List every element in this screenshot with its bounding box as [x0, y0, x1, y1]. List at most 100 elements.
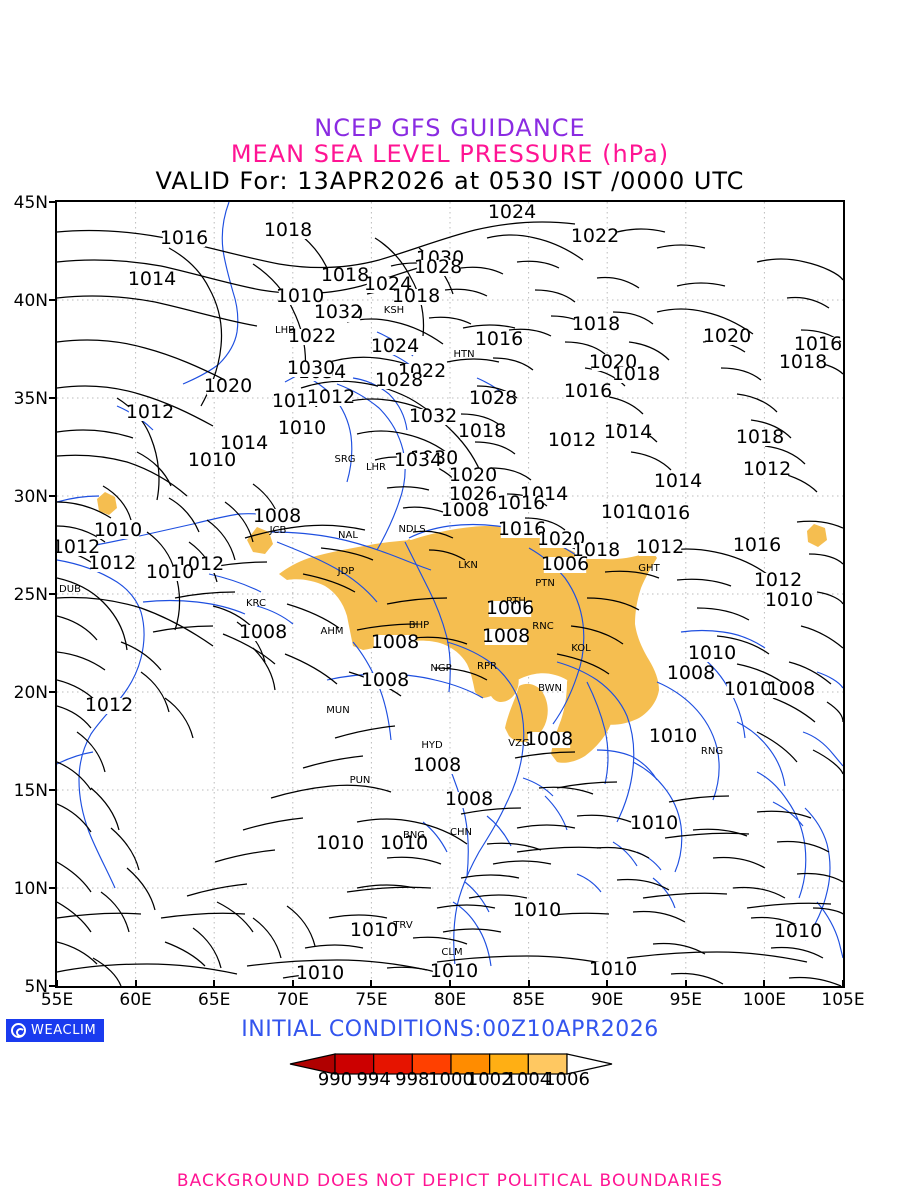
city-label: RPR: [477, 661, 497, 672]
lat-tick-label: 5N: [24, 977, 48, 997]
isobar-label: 1020: [537, 528, 585, 550]
isobar-label-bg: [745, 462, 789, 478]
lon-tick-mark: [370, 980, 373, 988]
isobar-contours: [57, 221, 843, 986]
city-label: NAL: [338, 530, 358, 541]
isobar-label: 1010: [774, 920, 822, 942]
isobar-label: 1016: [733, 534, 781, 556]
isobar-label-bg: [651, 729, 695, 745]
isobar-label: 1008: [413, 754, 461, 776]
isobar-label-bg: [515, 903, 559, 919]
isobar-label-bg: [415, 758, 459, 774]
city-label: PTN: [535, 578, 555, 589]
isobar-label: 1010: [296, 962, 344, 984]
isobar-label: 1010: [94, 519, 142, 541]
isobar-label-bg: [603, 505, 647, 521]
isobar-label: 1018: [572, 539, 620, 561]
isobar-label: 1016: [794, 333, 842, 355]
colorbar-tick-label: 998: [395, 1069, 430, 1090]
isobar-label-bg: [394, 289, 438, 305]
isobar-label-bg: [266, 223, 310, 239]
isobar-label: 1014: [128, 268, 176, 290]
isobar-label: 1012: [754, 569, 802, 591]
lon-tick-mark: [684, 980, 687, 988]
lon-tick-label: 55E: [40, 990, 74, 1010]
isobar-label-bg: [488, 601, 532, 617]
lon-tick-label: 90E: [591, 990, 624, 1010]
city-label: MUN: [326, 705, 349, 716]
colorbar-tick-label: 1002: [466, 1069, 513, 1090]
lat-tick-label: 15N: [13, 781, 48, 801]
isobar-label: 1010: [146, 561, 194, 583]
isobar-label: 1008: [667, 662, 715, 684]
city-label: SRG: [334, 454, 355, 465]
isobar-label: 1012: [57, 536, 100, 558]
title-agency: NCEP GFS GUIDANCE: [314, 114, 586, 142]
coastline-rivers: [57, 202, 843, 967]
isobar-label-bg: [377, 373, 421, 389]
isobar-label: 1018: [572, 313, 620, 335]
city-label: RNC: [532, 621, 553, 632]
isobar-label-bg: [274, 394, 318, 410]
city-label: DUB: [59, 584, 81, 595]
isobar-label-bg: [309, 390, 353, 406]
isobar-label-bg: [614, 367, 658, 383]
isobar-label-bg: [373, 635, 417, 651]
isobar-label: 1010: [589, 958, 637, 980]
isobar-label-bg: [363, 673, 407, 689]
lat-tick-mark: [49, 887, 57, 889]
lon-tick-mark: [134, 980, 137, 988]
city-label: AHM: [321, 626, 344, 637]
isobar-label-bg: [638, 540, 682, 556]
isobar-label-bg: [432, 964, 476, 980]
lat-tick-label: 10N: [13, 879, 48, 899]
colorbar-swatches: [289, 1053, 613, 1075]
isobar-label: 1010: [601, 501, 649, 523]
isobar-label-bg: [574, 543, 618, 559]
isobar-label-bg: [416, 260, 460, 276]
lon-tick-mark: [527, 980, 530, 988]
isobar-label-bg: [705, 329, 749, 345]
isobar-label-bg: [57, 540, 98, 556]
isobar-label-bg: [550, 433, 594, 449]
isobar-label: 1010: [276, 285, 324, 307]
isobar-label: 1014: [272, 390, 320, 412]
isobar-label: 1010: [350, 919, 398, 941]
lat-tick-label: 25N: [13, 585, 48, 605]
isobar-label: 1008: [445, 788, 493, 810]
isobar-label: 1018: [736, 426, 784, 448]
title-valid-time: VALID For: 13APR2026 at 0530 IST /0000 U…: [155, 166, 745, 195]
isobar-label: 1018: [321, 264, 369, 286]
lon-tick-label: 85E: [512, 990, 545, 1010]
city-label: LHB: [275, 325, 295, 336]
isobar-label-bg: [606, 425, 650, 441]
lon-tick-label: 60E: [119, 990, 152, 1010]
isobar-label-bg: [451, 487, 495, 503]
isobar-label: 1008: [441, 499, 489, 521]
isobar-label: 1008: [361, 669, 409, 691]
colorbar-tick-label: 1004: [505, 1069, 552, 1090]
lat-tick-label: 30N: [13, 487, 48, 507]
isobar-label: 1028: [469, 387, 517, 409]
isobar-label-bg: [255, 509, 299, 525]
isobar-label-bg: [591, 962, 635, 978]
isobar-label: 1010: [630, 812, 678, 834]
colorbar-tick-label: 1000: [428, 1069, 474, 1090]
isobar-label: 1020: [449, 464, 497, 486]
isobar-label-bg: [382, 836, 426, 852]
lat-tick-label: 35N: [13, 389, 48, 409]
isobar-label-bg: [316, 305, 360, 321]
city-labels: KSH HTN LHB SRG LHR NDLS NAL JCB JDP DUB KRC AHM BHP…: [59, 305, 723, 958]
city-label: NDLS: [398, 524, 425, 535]
lon-tick-label: 75E: [355, 990, 388, 1010]
isobar-label: 1012: [88, 552, 136, 574]
isobar-label: 1012: [743, 458, 791, 480]
lat-tick-mark: [49, 299, 57, 301]
isobar-label: 1034: [394, 449, 442, 471]
isobar-label-bg: [373, 339, 417, 355]
isobar-label-bg: [471, 391, 515, 407]
isobar-label-bg: [738, 430, 782, 446]
lon-tick-label: 100E: [742, 990, 786, 1010]
isobar-label-bg: [451, 468, 495, 484]
city-label: VZG: [508, 738, 529, 749]
